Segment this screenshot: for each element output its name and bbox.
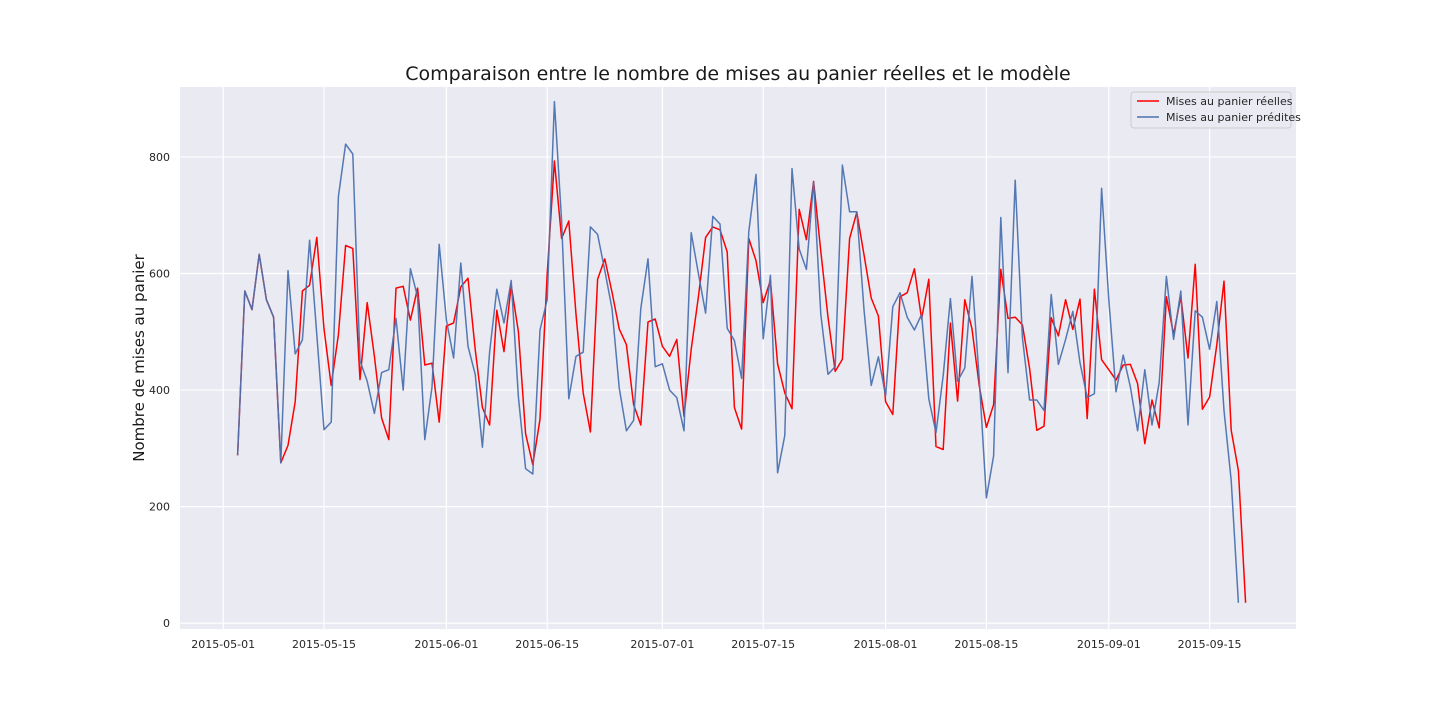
x-tick-label: 2015-05-01 [191, 638, 255, 651]
grid [180, 87, 1296, 629]
legend: Mises au panier réelles Mises au panier p… [1130, 91, 1301, 129]
series-line-predites [236, 100, 1240, 603]
chart-title: Comparaison entre le nombre de mises au … [405, 63, 1071, 85]
legend-box [1130, 91, 1292, 129]
x-tick-label: 2015-05-15 [292, 638, 356, 651]
x-tick-label: 2015-06-01 [414, 638, 478, 651]
x-tick-label: 2015-08-15 [954, 638, 1018, 651]
y-tick-label: 200 [149, 501, 170, 514]
series-line-reelles [236, 160, 1247, 603]
legend-entry: Mises au panier réelles [1166, 95, 1293, 108]
x-tick-label: 2015-07-01 [630, 638, 694, 651]
y-tick-label: 0 [163, 617, 170, 630]
x-tick-label: 2015-09-15 [1178, 638, 1242, 651]
x-axis-ticks: 2015-05-01 2015-05-15 2015-06-01 2015-06-15… [191, 638, 1241, 651]
x-tick-label: 2015-08-01 [854, 638, 918, 651]
legend-entry: Mises au panier prédites [1166, 111, 1301, 124]
y-tick-label: 600 [149, 267, 170, 280]
y-axis-ticks: 0 200 400 600 800 [149, 151, 170, 630]
y-tick-label: 800 [149, 151, 170, 164]
series-lines [236, 100, 1247, 603]
x-tick-label: 2015-07-15 [731, 638, 795, 651]
y-tick-label: 400 [149, 384, 170, 397]
x-tick-label: 2015-09-01 [1077, 638, 1141, 651]
y-axis-label: Nombre de mises au panier [130, 253, 148, 461]
x-tick-label: 2015-06-15 [515, 638, 579, 651]
